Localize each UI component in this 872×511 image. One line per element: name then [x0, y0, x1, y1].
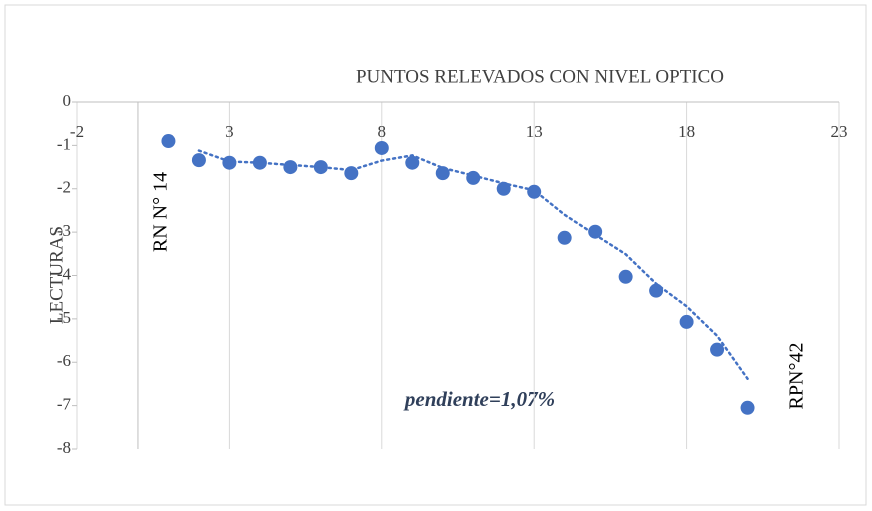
y-tick-label: -8 [57, 438, 71, 457]
data-point [710, 342, 725, 357]
data-point [252, 155, 267, 170]
annotation: pendiente=1,07% [403, 387, 555, 411]
data-point [283, 160, 298, 175]
data-point [222, 155, 237, 170]
y-tick-label: -3 [57, 221, 71, 240]
data-point [344, 166, 359, 181]
data-point [557, 230, 572, 245]
data-point [679, 314, 694, 329]
x-tick-label: -2 [70, 122, 84, 141]
data-point [435, 166, 450, 181]
data-point [588, 224, 603, 239]
data-point [740, 400, 755, 415]
data-point [527, 184, 542, 199]
x-tick-label: 13 [526, 122, 543, 141]
y-tick-label: -4 [57, 264, 72, 283]
y-tick-label: -5 [57, 308, 71, 327]
y-tick-label: -2 [57, 178, 71, 197]
data-point [191, 153, 206, 168]
x-tick-label: 23 [831, 122, 848, 141]
y-tick-label: -1 [57, 134, 71, 153]
y-tick-label: 0 [63, 91, 72, 110]
x-tick-label: 8 [378, 122, 387, 141]
chart-border [4, 4, 867, 506]
x-tick-label: 18 [678, 122, 695, 141]
chart-title: PUNTOS RELEVADOS CON NIVEL OPTICO [356, 66, 724, 87]
data-point [161, 134, 176, 149]
y-tick-label: -6 [57, 351, 71, 370]
annotation: RN N° 14 [150, 172, 172, 252]
x-tick-label: 3 [225, 122, 234, 141]
data-point [466, 170, 481, 185]
data-point [496, 181, 511, 196]
data-point [374, 140, 389, 155]
data-point [649, 283, 664, 298]
y-axis-label: LECTURAS [46, 226, 67, 324]
data-point [313, 160, 328, 175]
y-tick-label: -7 [57, 395, 72, 414]
data-point [405, 155, 420, 170]
annotation: RPN°42 [786, 343, 808, 410]
data-point [618, 269, 633, 284]
